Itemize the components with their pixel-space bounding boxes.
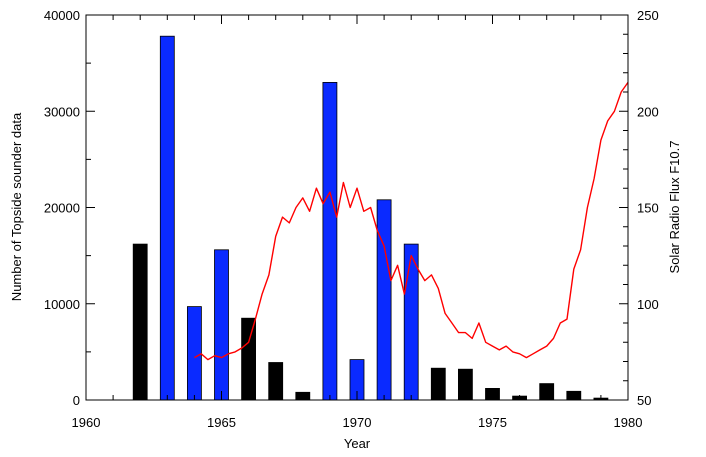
bars-layer xyxy=(132,35,609,401)
bar-1967 xyxy=(268,362,284,401)
bar-1965 xyxy=(214,249,229,401)
y-tick-label-10000: 10000 xyxy=(44,297,80,312)
y2-tick-label-100: 100 xyxy=(637,297,659,312)
x-tick-label-1975: 1975 xyxy=(478,415,507,430)
y-tick-label-40000: 40000 xyxy=(44,8,80,23)
bar-1969 xyxy=(322,82,338,401)
bar-1963 xyxy=(159,35,175,401)
flux-series-line xyxy=(194,81,629,361)
y-tick-label-0: 0 xyxy=(73,393,80,408)
bar-1962 xyxy=(132,243,148,401)
axis-ticks xyxy=(85,14,629,401)
y-tick-label-20000: 20000 xyxy=(44,201,80,216)
x-tick-label-1965: 1965 xyxy=(207,415,236,430)
bar-1971 xyxy=(376,199,392,401)
x-tick-label-1970: 1970 xyxy=(343,415,372,430)
y2-tick-label-50: 50 xyxy=(637,393,651,408)
bar-1966 xyxy=(241,317,257,401)
x-tick-label-1960: 1960 xyxy=(72,415,101,430)
y2-tick-label-200: 200 xyxy=(637,104,659,119)
flux-line-layer xyxy=(194,81,629,361)
y2-tick-label-150: 150 xyxy=(637,201,659,216)
y2-axis-title: Solar Radio Flux F10.7 xyxy=(667,141,682,274)
tick-labels: 1960 1965 1970 1975 1980 0 10000 20000 30000 4000… xyxy=(44,8,659,430)
x-tick-label-1980: 1980 xyxy=(614,415,643,430)
y-tick-label-30000: 30000 xyxy=(44,104,80,119)
y-axis-title: Number of Topside sounder data xyxy=(9,112,24,301)
y2-tick-label-250: 250 xyxy=(637,8,659,23)
bar-1972 xyxy=(403,243,419,401)
x-axis-title: Year xyxy=(344,436,371,451)
bar-1964 xyxy=(186,306,202,401)
